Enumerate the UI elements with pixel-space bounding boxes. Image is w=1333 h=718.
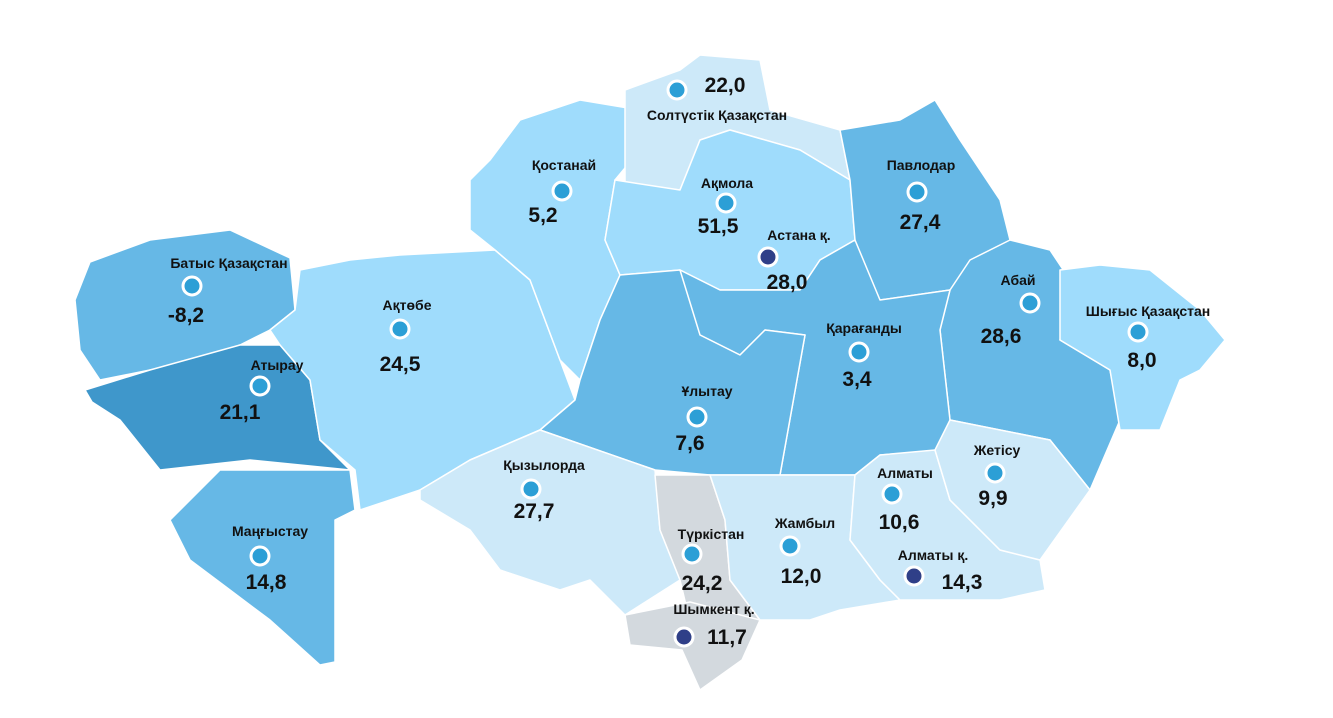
region-value: 14,8 bbox=[246, 571, 287, 594]
region-shape[interactable] bbox=[934, 419, 1091, 561]
region-label: Жамбыл bbox=[774, 515, 835, 531]
region-marker-icon[interactable] bbox=[1019, 292, 1041, 314]
region-marker-icon[interactable] bbox=[181, 275, 203, 297]
region-value: 24,5 bbox=[380, 353, 421, 376]
region-marker-icon[interactable] bbox=[686, 406, 708, 428]
region-value: 27,4 bbox=[900, 211, 941, 234]
region-label: Батыс Қазақстан bbox=[170, 255, 287, 271]
region-label: Солтүстік Қазақстан bbox=[647, 107, 787, 123]
region-shape[interactable] bbox=[539, 269, 806, 476]
region-value: 8,0 bbox=[1127, 349, 1156, 372]
region-marker-icon[interactable] bbox=[715, 192, 737, 214]
region-label: Ақтөбе bbox=[383, 297, 432, 313]
region-value: 12,0 bbox=[781, 565, 822, 588]
region-label: Ақмола bbox=[701, 175, 753, 191]
region-label: Алматы қ. bbox=[898, 547, 969, 563]
region-value: 27,7 bbox=[514, 500, 555, 523]
region-label: Қарағанды bbox=[826, 320, 902, 336]
region-value: 3,4 bbox=[842, 368, 872, 391]
region-marker-icon[interactable] bbox=[249, 375, 271, 397]
region-shape[interactable] bbox=[169, 469, 356, 666]
region-marker-icon[interactable] bbox=[881, 483, 903, 505]
region-value: 28,6 bbox=[981, 325, 1022, 348]
region-value: 5,2 bbox=[528, 204, 557, 227]
region-value: 22,0 bbox=[705, 74, 746, 97]
region-shape[interactable] bbox=[709, 474, 901, 621]
region-value: 9,9 bbox=[978, 487, 1007, 510]
region-label: Алматы bbox=[877, 465, 933, 481]
region-value: 11,7 bbox=[707, 626, 747, 649]
region-marker-icon[interactable] bbox=[1127, 321, 1149, 343]
region-marker-icon[interactable] bbox=[389, 318, 411, 340]
region-label: Маңғыстау bbox=[232, 523, 308, 539]
region-value: 24,2 bbox=[682, 572, 723, 595]
region-marker-icon[interactable] bbox=[779, 535, 801, 557]
region-value: 7,6 bbox=[675, 432, 704, 455]
region-label: Атырау bbox=[251, 357, 304, 373]
region-label: Павлодар bbox=[887, 157, 956, 173]
region-value: 28,0 bbox=[767, 271, 808, 294]
region-shape[interactable] bbox=[84, 344, 351, 471]
region-value: 10,6 bbox=[879, 511, 920, 534]
region-value: -8,2 bbox=[168, 304, 204, 327]
city-marker-icon[interactable] bbox=[673, 626, 695, 648]
region-label: Шығыс Қазақстан bbox=[1086, 303, 1210, 319]
region-marker-icon[interactable] bbox=[551, 180, 573, 202]
region-value: 21,1 bbox=[220, 401, 261, 424]
city-marker-icon[interactable] bbox=[757, 246, 779, 268]
region-marker-icon[interactable] bbox=[666, 79, 688, 101]
region-marker-icon[interactable] bbox=[520, 478, 542, 500]
region-marker-icon[interactable] bbox=[984, 462, 1006, 484]
region-value: 51,5 bbox=[698, 215, 739, 238]
region-label: Ұлытау bbox=[681, 383, 732, 399]
region-label: Жетісу bbox=[973, 442, 1021, 458]
region-label: Астана қ. bbox=[767, 227, 830, 243]
city-marker-icon[interactable] bbox=[903, 565, 925, 587]
region-label: Абай bbox=[1001, 272, 1036, 288]
region-shape[interactable] bbox=[624, 601, 761, 691]
region-marker-icon[interactable] bbox=[249, 545, 271, 567]
region-label: Түркістан bbox=[678, 526, 745, 542]
region-label: Қызылорда bbox=[503, 457, 585, 473]
region-marker-icon[interactable] bbox=[681, 543, 703, 565]
region-value: 14,3 bbox=[942, 571, 983, 594]
region-shape[interactable] bbox=[1059, 264, 1226, 431]
region-marker-icon[interactable] bbox=[906, 181, 928, 203]
region-marker-icon[interactable] bbox=[848, 341, 870, 363]
region-label: Шымкент қ. bbox=[673, 601, 754, 617]
region-label: Қостанай bbox=[532, 157, 596, 173]
